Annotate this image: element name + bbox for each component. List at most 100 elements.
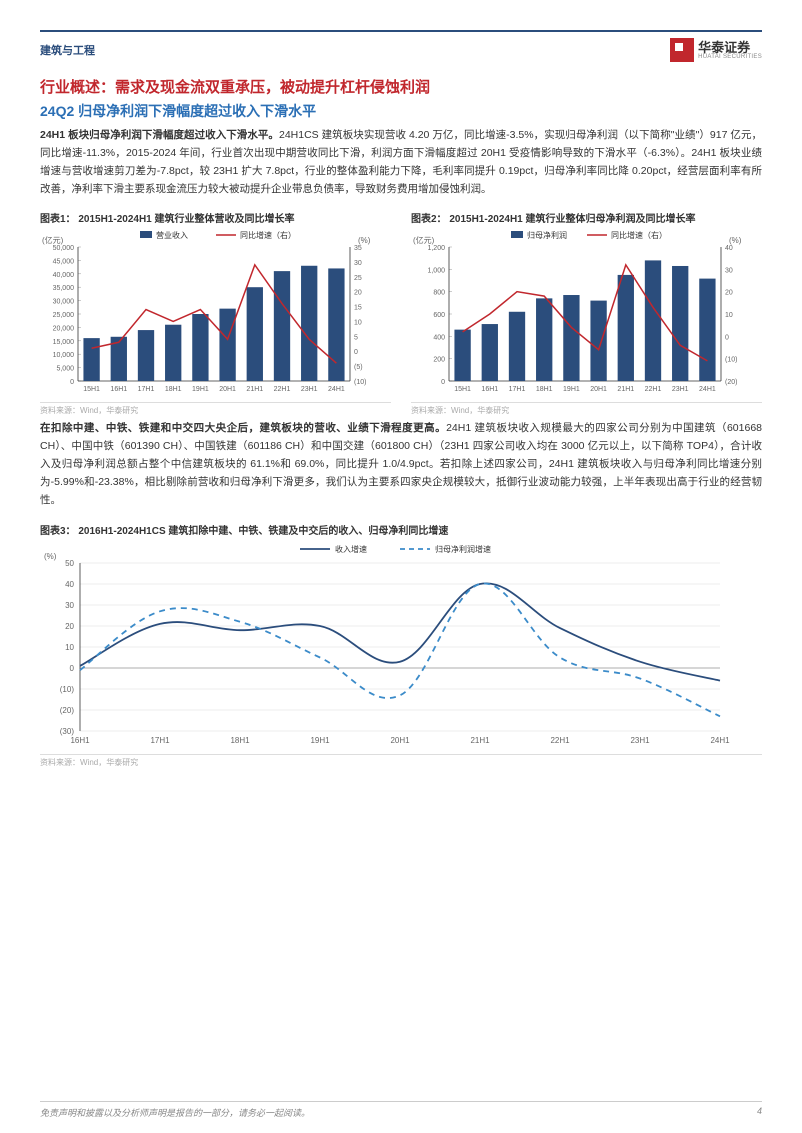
svg-text:(亿元): (亿元) (413, 235, 435, 245)
svg-text:5: 5 (354, 335, 358, 342)
chart3-block: 图表3： 2016H1-2024H1CS 建筑扣除中建、中铁、铁建及中交后的收入… (40, 522, 762, 768)
svg-text:(20): (20) (725, 379, 737, 386)
svg-text:18H1: 18H1 (165, 386, 182, 393)
svg-text:40: 40 (725, 245, 733, 252)
svg-text:19H1: 19H1 (310, 736, 330, 745)
svg-text:(%): (%) (44, 552, 57, 561)
svg-text:收入增速: 收入增速 (335, 544, 367, 554)
svg-text:24H1: 24H1 (710, 736, 730, 745)
svg-text:0: 0 (70, 664, 75, 673)
svg-text:营业收入: 营业收入 (156, 230, 188, 240)
chart3-canvas: 收入增速 归母净利润增速 (%) (30) (20) (10) 0 10 20 30 40 50 16H… (40, 541, 762, 751)
svg-text:19H1: 19H1 (192, 386, 209, 393)
svg-text:0: 0 (725, 335, 729, 342)
svg-text:22H1: 22H1 (274, 386, 291, 393)
svg-text:400: 400 (433, 335, 445, 342)
svg-text:15: 15 (354, 305, 362, 312)
svg-text:(亿元): (亿元) (42, 235, 64, 245)
svg-text:23H1: 23H1 (301, 386, 318, 393)
svg-text:25,000: 25,000 (53, 312, 75, 319)
logo-text-en: HUATAI SECURITIES (698, 54, 762, 60)
chart2-canvas: 归母净利润同比增速（右）(亿元)(%)02004006008001,0001,2… (411, 229, 762, 399)
svg-text:30,000: 30,000 (53, 299, 75, 306)
svg-text:30: 30 (725, 268, 733, 275)
svg-text:22H1: 22H1 (550, 736, 570, 745)
svg-text:20H1: 20H1 (590, 386, 607, 393)
svg-text:10: 10 (65, 643, 74, 652)
svg-text:同比增速（右）: 同比增速（右） (611, 230, 667, 240)
svg-text:22H1: 22H1 (645, 386, 662, 393)
chart2-title: 图表2： 2015H1-2024H1 建筑行业整体归母净利润及同比增长率 (411, 210, 762, 225)
page-header: 建筑与工程 华泰证券 HUATAI SECURITIES (40, 38, 762, 62)
logo-icon (670, 38, 694, 62)
svg-text:25: 25 (354, 275, 362, 282)
svg-text:23H1: 23H1 (630, 736, 650, 745)
section-subtitle: 24Q2 归母净利润下滑幅度超过收入下滑水平 (40, 101, 762, 121)
svg-text:21H1: 21H1 (246, 386, 263, 393)
svg-text:1,200: 1,200 (427, 245, 445, 252)
svg-text:19H1: 19H1 (563, 386, 580, 393)
svg-text:(10): (10) (60, 685, 75, 694)
chart1-title: 图表1： 2015H1-2024H1 建筑行业整体营收及同比增长率 (40, 210, 391, 225)
svg-text:50: 50 (65, 559, 74, 568)
svg-text:15H1: 15H1 (454, 386, 471, 393)
svg-text:17H1: 17H1 (150, 736, 170, 745)
svg-text:18H1: 18H1 (230, 736, 250, 745)
svg-text:35: 35 (354, 245, 362, 252)
svg-text:16H1: 16H1 (110, 386, 127, 393)
svg-text:10,000: 10,000 (53, 353, 75, 360)
svg-text:0: 0 (354, 350, 358, 357)
para2-rest: 24H1 建筑板块收入规模最大的四家公司分别为中国建筑（601668 CH）、中… (40, 422, 762, 505)
svg-text:17H1: 17H1 (138, 386, 155, 393)
company-logo: 华泰证券 HUATAI SECURITIES (670, 38, 762, 62)
svg-text:20H1: 20H1 (219, 386, 236, 393)
svg-text:50,000: 50,000 (53, 245, 75, 252)
svg-text:(10): (10) (354, 379, 366, 386)
chart1-block: 图表1： 2015H1-2024H1 建筑行业整体营收及同比增长率 营业收入 同比… (40, 210, 391, 416)
section-title: 行业概述：需求及现金流双重承压，被动提升杠杆侵蚀利润 (40, 76, 762, 97)
svg-text:45,000: 45,000 (53, 259, 75, 266)
svg-text:24H1: 24H1 (328, 386, 345, 393)
chart3-source: 资料来源：Wind，华泰研究 (40, 754, 762, 768)
svg-text:5,000: 5,000 (56, 366, 74, 373)
svg-text:(5): (5) (354, 364, 363, 371)
svg-text:(20): (20) (60, 706, 75, 715)
svg-text:归母净利润增速: 归母净利润增速 (435, 544, 491, 554)
svg-text:15,000: 15,000 (53, 339, 75, 346)
svg-text:0: 0 (70, 379, 74, 386)
svg-text:17H1: 17H1 (509, 386, 526, 393)
svg-text:20H1: 20H1 (390, 736, 410, 745)
svg-text:21H1: 21H1 (470, 736, 490, 745)
para1-bold: 24H1 板块归母净利润下滑幅度超过收入下滑水平。 (40, 129, 279, 141)
svg-text:20,000: 20,000 (53, 326, 75, 333)
page-number: 4 (757, 1106, 762, 1119)
paragraph-1: 24H1 板块归母净利润下滑幅度超过收入下滑水平。24H1CS 建筑板块实现营收… (40, 127, 762, 198)
svg-text:(%): (%) (358, 236, 371, 245)
svg-text:200: 200 (433, 357, 445, 364)
chart3-title: 图表3： 2016H1-2024H1CS 建筑扣除中建、中铁、铁建及中交后的收入… (40, 522, 762, 537)
svg-text:16H1: 16H1 (481, 386, 498, 393)
svg-text:40,000: 40,000 (53, 272, 75, 279)
svg-text:归母净利润: 归母净利润 (527, 230, 567, 240)
svg-text:(30): (30) (60, 727, 75, 736)
svg-text:10: 10 (725, 312, 733, 319)
svg-text:16H1: 16H1 (70, 736, 90, 745)
svg-text:20: 20 (725, 290, 733, 297)
svg-text:30: 30 (354, 260, 362, 267)
category-label: 建筑与工程 (40, 42, 95, 58)
svg-text:20: 20 (65, 622, 74, 631)
svg-text:24H1: 24H1 (699, 386, 716, 393)
chart1-canvas: 营业收入 同比增速（右） (亿元) (%) 0 5,000 10,000 15,000 20,0… (40, 229, 391, 399)
chart2-source: 资料来源：Wind，华泰研究 (411, 402, 762, 416)
svg-text:15H1: 15H1 (83, 386, 100, 393)
svg-text:30: 30 (65, 601, 74, 610)
svg-text:0: 0 (441, 379, 445, 386)
svg-text:35,000: 35,000 (53, 286, 75, 293)
svg-text:40: 40 (65, 580, 74, 589)
svg-text:20: 20 (354, 290, 362, 297)
svg-text:18H1: 18H1 (536, 386, 553, 393)
svg-text:(%): (%) (729, 236, 742, 245)
svg-text:同比增速（右）: 同比增速（右） (240, 230, 296, 240)
svg-text:21H1: 21H1 (617, 386, 634, 393)
page-footer: 免责声明和披露以及分析师声明是报告的一部分，请务必一起阅读。 4 (40, 1101, 762, 1119)
